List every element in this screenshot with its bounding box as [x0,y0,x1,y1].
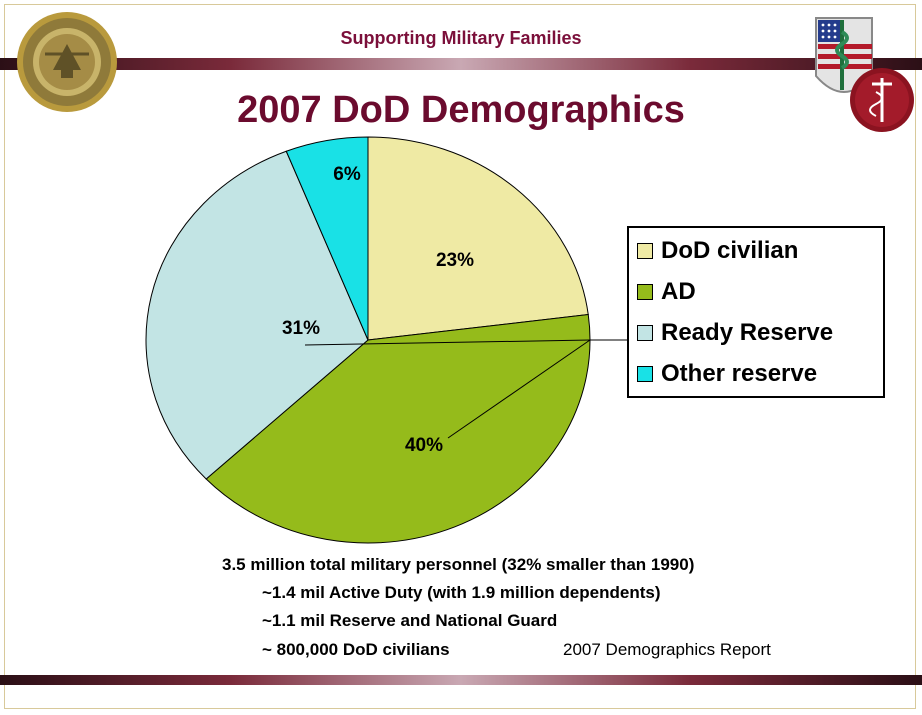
legend-swatch [637,284,653,300]
legend-item-dod-civilian: DoD civilian [637,234,798,268]
leader-line [304,339,591,346]
legend-label: DoD civilian [661,237,799,264]
data-label-ready-reserve: 31% [282,318,320,339]
pie-slice-ad [205,314,591,544]
pie-slice-dod-civilian [367,136,589,341]
pie-slice-ready-reserve [145,150,369,480]
legend-swatch [637,325,653,341]
slide-frame [4,4,916,709]
footer-line-active-duty: ~1.4 mil Active Duty (with 1.9 million d… [262,583,661,602]
army-seal-icon [17,12,117,112]
data-label-ad: 40% [405,435,443,456]
legend-item-ad: AD [637,275,696,309]
footer-line-civilians: ~ 800,000 DoD civilians [262,640,450,659]
data-label-other-reserve: 6% [333,164,361,185]
legend-item-other-reserve: Other reserve [637,357,817,391]
footer-line-total: 3.5 million total military personnel (32… [222,555,695,574]
leader-line [447,339,591,439]
legend-label: AD [661,278,696,305]
header-title: Supporting Military Families [340,28,582,48]
chart-title: 2007 DoD Demographics [237,89,685,131]
legend-label: Other reserve [661,360,818,387]
source-note: 2007 Demographics Report [563,640,771,659]
top-decorative-bar [0,58,922,70]
chart-legend: DoD civilian AD Ready Reserve Other rese… [627,226,885,398]
legend-swatch [637,366,653,382]
pie-slice-other-reserve [285,136,369,341]
legend-label: Ready Reserve [661,319,834,346]
medical-crest-icon [815,17,914,132]
legend-swatch [637,243,653,259]
bottom-decorative-bar [0,675,922,685]
data-label-dod-civilian: 23% [436,250,474,271]
legend-item-ready-reserve: Ready Reserve [637,316,833,350]
footer-line-reserve: ~1.1 mil Reserve and National Guard [262,611,558,630]
